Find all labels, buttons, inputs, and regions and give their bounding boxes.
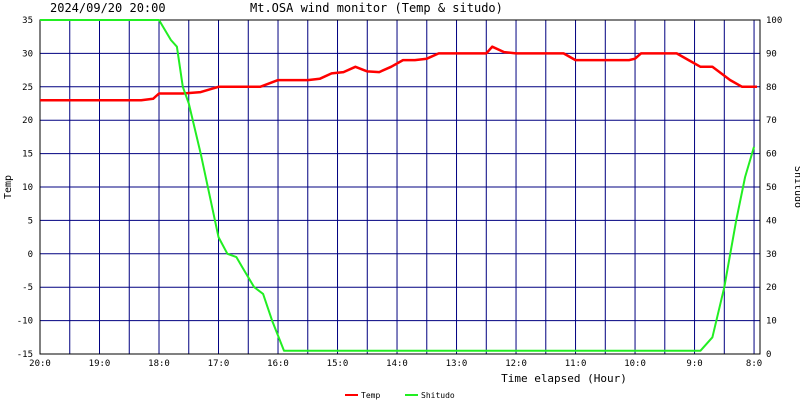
right-axis-label: Shitudo [792, 166, 800, 208]
legend-label-shitudo: Shitudo [421, 391, 455, 400]
right-tick-label: 90 [766, 49, 777, 59]
x-tick-label: 19:0 [89, 359, 111, 369]
x-tick-label: 14:0 [386, 359, 408, 369]
left-tick-label: 0 [28, 250, 33, 260]
right-tick-label: 20 [766, 283, 777, 293]
series-line-temp [40, 45, 757, 102]
right-tick-label: 60 [766, 150, 777, 160]
left-tick-label: 25 [22, 83, 33, 93]
right-tick-label: 80 [766, 83, 777, 93]
right-tick-label: 10 [766, 317, 777, 327]
right-tick-label: 40 [766, 216, 777, 226]
x-tick-label: 8:0 [746, 359, 762, 369]
left-tick-label: 15 [22, 150, 33, 160]
x-tick-label: 18:0 [148, 359, 170, 369]
x-tick-label: 20:0 [29, 359, 51, 369]
left-tick-label: 5 [28, 216, 33, 226]
x-tick-label: 13:0 [446, 359, 468, 369]
left-tick-label: -5 [22, 283, 33, 293]
series-lines [40, 19, 757, 352]
left-tick-label: -10 [17, 317, 33, 327]
x-tick-label: 15:0 [327, 359, 349, 369]
left-tick-label: 20 [22, 116, 33, 126]
left-tick-label: -15 [17, 350, 33, 360]
x-tick-label: 17:0 [208, 359, 230, 369]
series-line-shitudo [40, 19, 755, 352]
right-tick-label: 0 [766, 350, 771, 360]
left-axis-label: Temp [3, 175, 14, 199]
legend-label-temp: Temp [361, 391, 380, 400]
right-tick-label: 50 [766, 183, 777, 193]
left-tick-label: 10 [22, 183, 33, 193]
legend: Temp Shitudo [345, 391, 455, 400]
plot-frame [39, 19, 761, 355]
x-axis-label: Time elapsed (Hour) [501, 372, 627, 385]
x-tick-label: 16:0 [267, 359, 289, 369]
left-tick-label: 35 [22, 16, 33, 26]
right-tick-label: 70 [766, 116, 777, 126]
left-ticks: 35 30 25 20 15 10 5 0 -5 -10 -15 [17, 16, 33, 360]
left-tick-label: 30 [22, 49, 33, 59]
x-tick-label: 10:0 [624, 359, 646, 369]
x-tick-label: 9:0 [686, 359, 702, 369]
chart-subtitle: Mt.OSA wind monitor (Temp & situdo) [250, 1, 503, 15]
x-ticks: 20:0 19:0 18:0 17:0 16:0 15:0 14:0 13:0 12:0 11:0… [29, 359, 762, 369]
right-tick-label: 30 [766, 250, 777, 260]
chart-title: 2024/09/20 20:00 [50, 1, 166, 15]
x-tick-label: 12:0 [505, 359, 527, 369]
right-tick-label: 100 [766, 16, 782, 26]
x-tick-label: 11:0 [565, 359, 587, 369]
